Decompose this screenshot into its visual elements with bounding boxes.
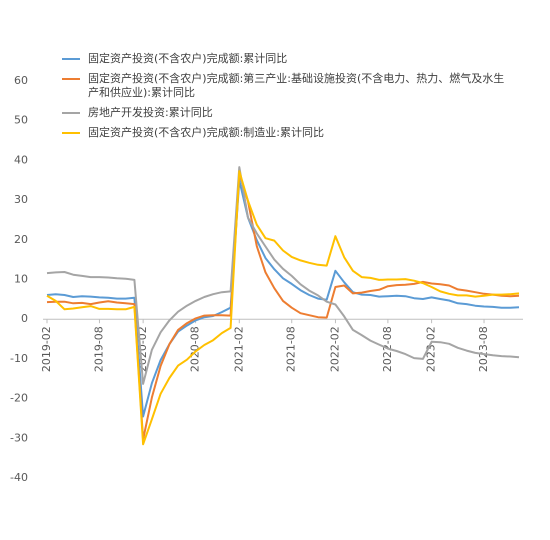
x-tick-label: 2019-08 xyxy=(92,326,105,372)
y-tick-label: 60 xyxy=(14,74,28,87)
legend-item: 固定资产投资(不含农户)完成额:第三产业:基础设施投资(不含电力、热力、燃气及水… xyxy=(62,72,514,100)
x-tick-label: 2023-02 xyxy=(425,326,438,372)
y-tick-label: 50 xyxy=(14,114,28,127)
x-tick-label: 2020-08 xyxy=(189,326,202,372)
y-tick-label: 0 xyxy=(21,312,28,325)
y-tick-label: -10 xyxy=(10,352,28,365)
series-line xyxy=(46,172,520,441)
legend-swatch xyxy=(62,78,80,80)
x-tick-label: 2021-08 xyxy=(285,326,298,372)
y-tick-label: 10 xyxy=(14,273,28,286)
series-line xyxy=(46,170,520,446)
y-tick-label: -40 xyxy=(10,471,28,484)
legend: 固定资产投资(不含农户)完成额:累计同比固定资产投资(不含农户)完成额:第三产业… xyxy=(62,52,514,146)
x-tick-label: 2019-02 xyxy=(40,326,53,372)
x-tick-label: 2022-02 xyxy=(328,326,341,372)
legend-swatch xyxy=(62,132,80,134)
legend-label: 房地产开发投资:累计同比 xyxy=(88,106,213,119)
legend-item: 房地产开发投资:累计同比 xyxy=(62,106,514,120)
y-tick-label: 30 xyxy=(14,193,28,206)
legend-swatch xyxy=(62,58,80,60)
legend-swatch xyxy=(62,112,80,114)
series-line xyxy=(46,166,520,385)
legend-label: 固定资产投资(不含农户)完成额:制造业:累计同比 xyxy=(88,126,324,139)
legend-item: 固定资产投资(不含农户)完成额:累计同比 xyxy=(62,52,514,66)
x-tick-label: 2023-08 xyxy=(477,326,490,372)
y-tick-label: 40 xyxy=(14,153,28,166)
legend-label: 固定资产投资(不含农户)完成额:累计同比 xyxy=(88,52,288,65)
x-tick-label: 2021-02 xyxy=(232,326,245,372)
series-line xyxy=(46,179,520,418)
legend-label: 固定资产投资(不含农户)完成额:第三产业:基础设施投资(不含电力、热力、燃气及水… xyxy=(88,72,505,99)
y-tick-label: -30 xyxy=(10,431,28,444)
y-tick-label: -20 xyxy=(10,392,28,405)
legend-item: 固定资产投资(不含农户)完成额:制造业:累计同比 xyxy=(62,126,514,140)
y-tick-label: 20 xyxy=(14,233,28,246)
